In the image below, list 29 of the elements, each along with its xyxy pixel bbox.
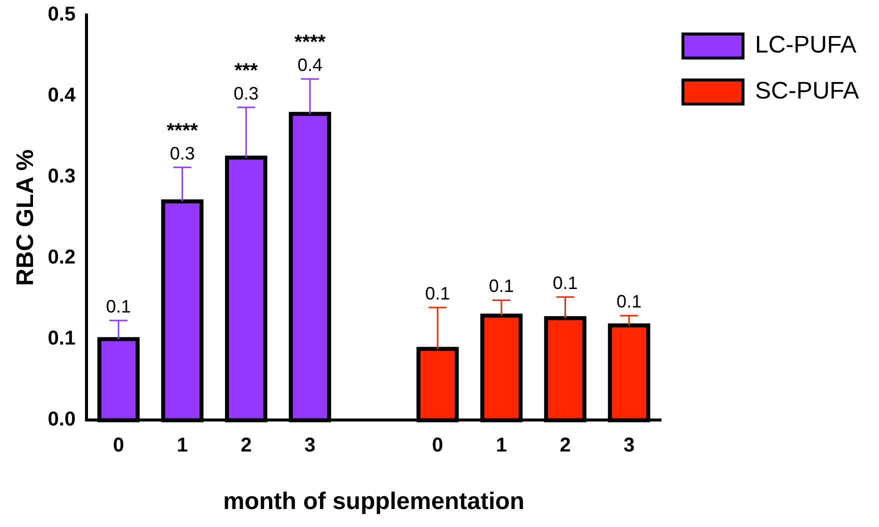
x-tick-label: 2 xyxy=(240,434,252,457)
data-label: 0.3 xyxy=(170,143,195,164)
data-label: 0.1 xyxy=(106,296,132,316)
x-axis-title: month of supplementation xyxy=(223,488,524,516)
y-tick-label: 0.2 xyxy=(48,246,76,269)
legend-label: SC-PUFA xyxy=(754,78,859,105)
legend-label: LC-PUFA xyxy=(754,32,856,59)
x-tick-label: 0 xyxy=(112,434,124,457)
y-tick-label: 0.0 xyxy=(48,408,76,431)
data-label: 0.1 xyxy=(616,292,642,312)
data-label: 0.3 xyxy=(234,83,259,104)
y-tick-label: 0.5 xyxy=(48,4,76,26)
data-label: 0.1 xyxy=(425,284,450,304)
x-tick-label: 1 xyxy=(176,434,188,457)
x-tick-label: 3 xyxy=(304,434,316,457)
y-tick-label: 0.4 xyxy=(48,84,76,107)
y-tick-label: 0.1 xyxy=(48,328,76,350)
y-tick-label: 0.3 xyxy=(48,166,76,188)
x-tick-label: 2 xyxy=(560,434,571,457)
x-tick-label: 1 xyxy=(496,434,507,457)
data-label: 0.1 xyxy=(488,276,514,296)
data-label: 0.4 xyxy=(297,54,322,75)
annotation: **** xyxy=(166,120,198,142)
y-axis-title: RBC GLA % xyxy=(12,149,40,286)
x-tick-label: 3 xyxy=(624,434,635,457)
x-tick-label: 0 xyxy=(432,434,444,457)
annotation: *** xyxy=(234,60,258,82)
data-label: 0.1 xyxy=(552,272,578,293)
annotation: **** xyxy=(294,32,326,54)
